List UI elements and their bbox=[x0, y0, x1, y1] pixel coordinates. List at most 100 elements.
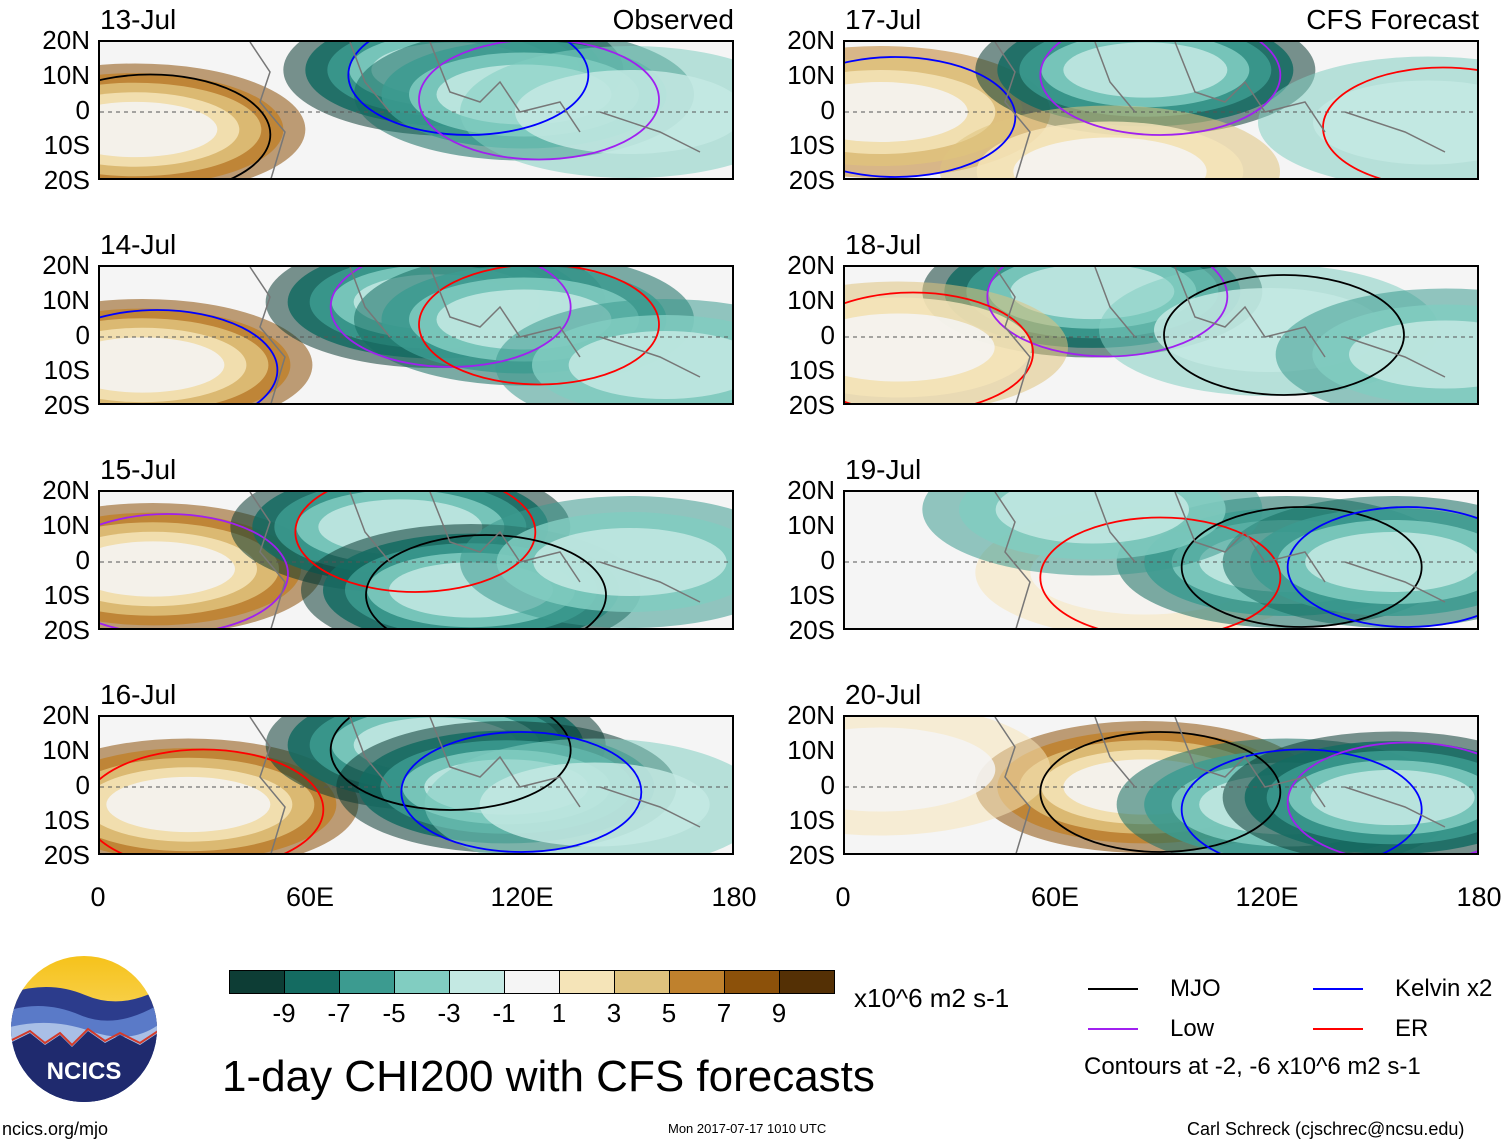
lat-tick-label: 0 bbox=[75, 95, 90, 125]
anomaly-center-0-level-1 bbox=[100, 337, 225, 393]
mjo-contour bbox=[1180, 506, 1423, 628]
coastlines bbox=[249, 42, 701, 178]
er-contour bbox=[418, 267, 660, 386]
anomaly-center-1-level-1 bbox=[1063, 42, 1228, 98]
lat-tick-label: 20S bbox=[43, 615, 90, 645]
legend-line-er bbox=[1313, 1028, 1363, 1030]
lat-tick-label: 20N bbox=[787, 250, 835, 280]
forecast-date-2: 18-Jul bbox=[845, 229, 922, 260]
anomaly-center-3-level-1 bbox=[1013, 137, 1207, 178]
low-contour bbox=[1039, 42, 1282, 136]
low-contour bbox=[1286, 741, 1477, 853]
colorbar-tick-label: 1 bbox=[551, 998, 567, 1028]
coastlines bbox=[249, 717, 701, 853]
lat-tick-label: 10N bbox=[42, 285, 90, 315]
contour-note: Contours at -2, -6 x10^6 m2 s-1 bbox=[1084, 1053, 1421, 1080]
anomaly-center-2-level-1 bbox=[1310, 769, 1475, 826]
colorbar-segment bbox=[669, 970, 725, 994]
ncics-logo: NCICS bbox=[10, 955, 158, 1103]
lat-tick-label: 20N bbox=[787, 700, 835, 730]
lon-tick-label: 0 bbox=[90, 882, 106, 912]
lat-tick-label: 20S bbox=[788, 840, 835, 870]
lat-tick-label: 0 bbox=[75, 545, 90, 575]
lat-tick-label: 10S bbox=[43, 805, 90, 835]
legend-line-kelvin-x2 bbox=[1313, 988, 1363, 990]
lon-tick-label: 180 bbox=[1456, 882, 1502, 912]
observed-map-13-Jul bbox=[98, 40, 734, 180]
lat-tick-label: 20N bbox=[42, 250, 90, 280]
forecast-map-20-Jul bbox=[843, 715, 1479, 855]
observed-map-16-Jul bbox=[98, 715, 734, 855]
forecast-label: CFS Forecast bbox=[1306, 4, 1479, 35]
lat-tick-label: 10N bbox=[787, 60, 835, 90]
coastlines bbox=[994, 42, 1446, 178]
anomaly-center-0-level-1 bbox=[106, 776, 271, 833]
coastlines bbox=[249, 492, 701, 628]
colorbar-segment bbox=[559, 970, 615, 994]
legend-label: Low bbox=[1170, 1015, 1215, 1042]
legend-label: ER bbox=[1395, 1015, 1429, 1042]
colorbar-tick-label: 9 bbox=[771, 998, 787, 1028]
colorbar-segment bbox=[614, 970, 670, 994]
lat-tick-label: 10S bbox=[788, 580, 835, 610]
lat-tick-label: 20S bbox=[43, 390, 90, 420]
legend-line-low bbox=[1088, 1028, 1138, 1030]
kelvin-contour bbox=[100, 309, 279, 403]
lat-tick-label: 0 bbox=[820, 320, 835, 350]
er-contour bbox=[100, 748, 325, 853]
observed-date-4: 16-Jul bbox=[100, 679, 177, 710]
forecast-date-4: 20-Jul bbox=[845, 679, 922, 710]
anomaly-center-3-level-1 bbox=[568, 331, 732, 399]
er-contour bbox=[1322, 66, 1477, 178]
observed-date-1: 13-Jul bbox=[100, 4, 177, 35]
forecast-map-19-Jul bbox=[843, 490, 1479, 630]
legend-label: MJO bbox=[1170, 975, 1221, 1002]
legend-line-mjo bbox=[1088, 988, 1138, 990]
anomaly-center-0-level-1 bbox=[845, 82, 968, 142]
colorbar-tick-label: 7 bbox=[716, 998, 732, 1028]
lat-tick-label: 10N bbox=[787, 735, 835, 765]
kelvin-contour bbox=[1286, 506, 1477, 628]
anomaly-center-3-level-1 bbox=[845, 727, 996, 812]
mjo-contour bbox=[1039, 731, 1282, 853]
anomaly-center-3-level-1 bbox=[479, 762, 710, 847]
observed-date-3: 15-Jul bbox=[100, 454, 177, 485]
low-contour bbox=[418, 42, 660, 161]
lat-tick-label: 20N bbox=[787, 25, 835, 55]
lon-tick-label: 0 bbox=[835, 882, 851, 912]
lat-tick-label: 20S bbox=[43, 165, 90, 195]
timestamp: Mon 2017-07-17 1010 UTC bbox=[668, 1121, 827, 1136]
colorbar-tick-label: -5 bbox=[382, 998, 406, 1028]
lat-tick-label: 10N bbox=[42, 60, 90, 90]
lat-tick-label: 20N bbox=[42, 700, 90, 730]
observed-date-2: 14-Jul bbox=[100, 229, 177, 260]
colorbar-segment bbox=[724, 970, 780, 994]
low-contour bbox=[986, 267, 1229, 358]
anomaly-center-1-level-1 bbox=[845, 313, 995, 382]
mjo-contour bbox=[329, 717, 572, 811]
lat-tick-label: 20S bbox=[788, 165, 835, 195]
forecast-map-18-Jul bbox=[843, 265, 1479, 405]
forecast-map-17-Jul bbox=[843, 40, 1479, 180]
colorbar-tick-label: 5 bbox=[661, 998, 677, 1028]
er-contour bbox=[1039, 516, 1282, 628]
lat-tick-label: 0 bbox=[75, 320, 90, 350]
anomaly-center-2-level-1 bbox=[1313, 80, 1477, 165]
site-url[interactable]: ncics.org/mjo bbox=[2, 1119, 109, 1139]
mjo-contour bbox=[1163, 274, 1405, 396]
observed-label: Observed bbox=[612, 4, 734, 35]
logo-text: NCICS bbox=[47, 1058, 122, 1085]
lat-tick-label: 10S bbox=[788, 130, 835, 160]
kelvin-contour bbox=[400, 731, 643, 853]
anomaly-center-0-level-1 bbox=[100, 101, 218, 158]
lat-tick-label: 20S bbox=[788, 390, 835, 420]
lon-tick-label: 120E bbox=[490, 882, 554, 912]
lon-tick-label: 120E bbox=[1235, 882, 1299, 912]
lat-tick-label: 20N bbox=[42, 475, 90, 505]
lat-tick-label: 20N bbox=[787, 475, 835, 505]
observed-map-15-Jul bbox=[98, 490, 734, 630]
colorbar-segment bbox=[229, 970, 285, 994]
lat-tick-label: 0 bbox=[75, 770, 90, 800]
lon-tick-label: 180 bbox=[711, 882, 757, 912]
coastlines bbox=[249, 267, 701, 403]
